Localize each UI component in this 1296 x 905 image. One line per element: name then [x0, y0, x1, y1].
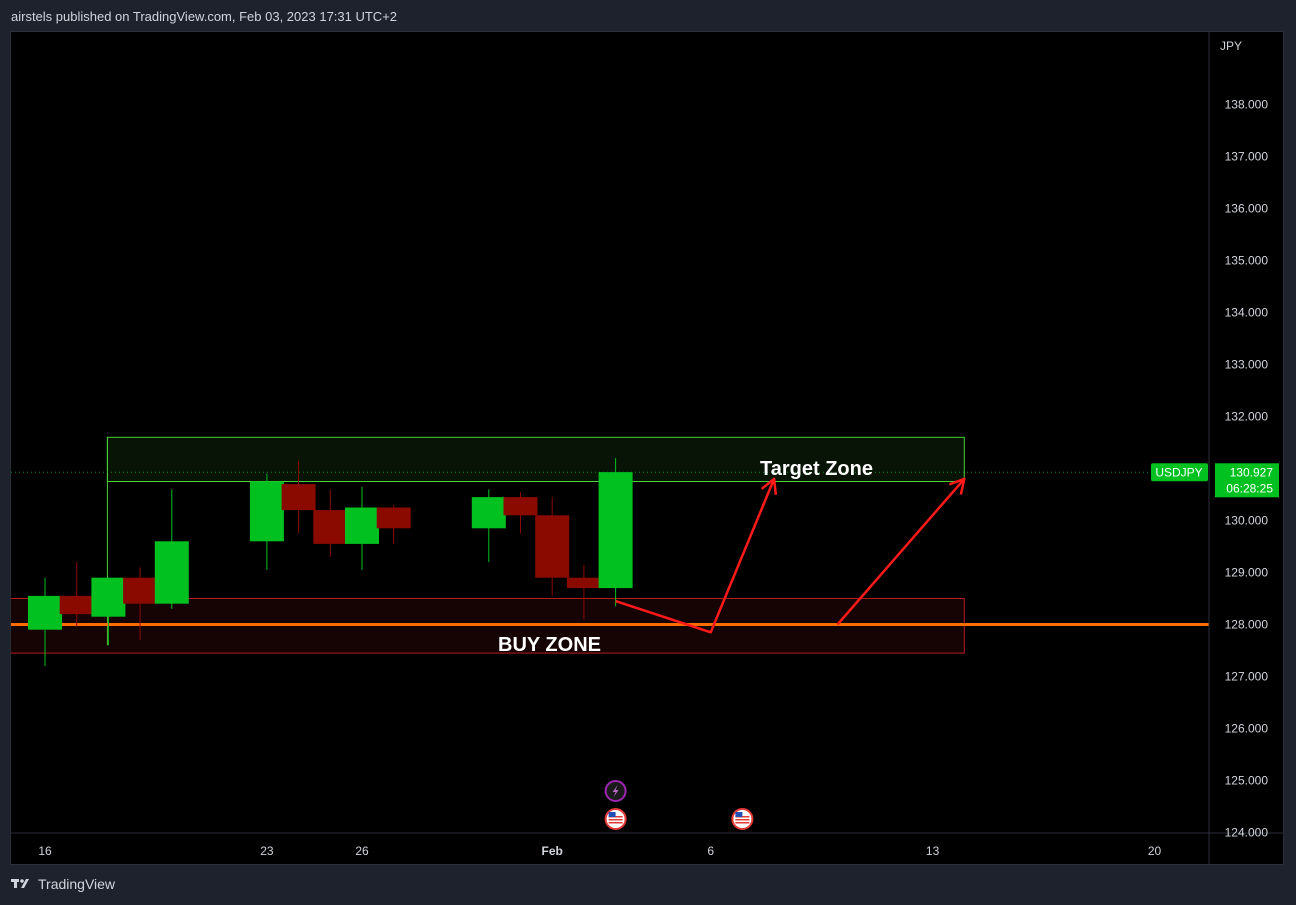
currency-label: JPY — [1220, 39, 1242, 53]
candle-body — [471, 497, 506, 529]
candle[interactable] — [281, 460, 316, 534]
candle-body — [535, 515, 570, 578]
lightning-icon[interactable] — [604, 780, 627, 802]
x-tick-label: 20 — [1148, 844, 1162, 858]
candle-body — [281, 484, 316, 511]
y-tick-label: 129.000 — [1225, 566, 1269, 580]
candle-body — [503, 497, 538, 516]
candle-body — [345, 507, 379, 544]
candle-body — [598, 472, 633, 589]
x-tick-label: Feb — [542, 844, 563, 858]
symbol-tag[interactable] — [1151, 463, 1208, 482]
flag-stripe — [608, 822, 623, 824]
candle[interactable] — [345, 486, 379, 570]
y-tick-label: 128.000 — [1225, 618, 1269, 632]
footer-brand: TradingView — [38, 876, 116, 892]
candle[interactable] — [566, 564, 601, 620]
flag-stripe — [735, 819, 750, 821]
candle[interactable] — [471, 489, 506, 563]
last-price-tag[interactable] — [1215, 463, 1279, 498]
arrow-head-icon — [948, 477, 966, 495]
x-tick-label: 23 — [260, 844, 274, 858]
y-tick-label: 132.000 — [1225, 410, 1269, 424]
buy-zone-label: BUY ZONE — [498, 634, 601, 656]
x-tick-label: 6 — [707, 844, 714, 858]
footer: TradingView — [11, 876, 115, 892]
plot-area[interactable] — [0, 436, 1209, 667]
y-tick-label: 136.000 — [1225, 202, 1269, 216]
candle[interactable] — [598, 458, 633, 607]
flag-canton — [735, 812, 743, 817]
y-tick-label: 126.000 — [1225, 722, 1269, 736]
target-zone-rect — [106, 436, 965, 482]
y-tick-label: 130.000 — [1225, 514, 1269, 528]
y-tick-label: 124.000 — [1225, 826, 1269, 840]
projection-arrow-2 — [836, 478, 966, 626]
candle-body — [376, 507, 411, 529]
publish-info: airstels published on TradingView.com, F… — [11, 9, 398, 24]
projection-arrow-1 — [615, 478, 776, 634]
candle[interactable] — [313, 489, 348, 557]
flag-stripe — [735, 822, 750, 824]
candle[interactable] — [154, 489, 189, 609]
candle-body — [59, 595, 94, 615]
candle[interactable] — [28, 577, 62, 667]
candle[interactable] — [376, 504, 411, 544]
us-flag-icon[interactable] — [731, 808, 754, 830]
tradingview-logo-icon — [11, 876, 33, 892]
y-tick-label: 125.000 — [1225, 774, 1269, 788]
candle[interactable] — [535, 497, 570, 596]
candle-body — [28, 595, 62, 630]
candle[interactable] — [91, 577, 126, 646]
flag-canton — [608, 812, 616, 817]
price-axis-top-mask — [1210, 32, 1283, 60]
candle-body — [154, 541, 189, 604]
y-tick-label: 138.000 — [1225, 98, 1269, 112]
last-price-label: 130.927 — [1230, 465, 1274, 479]
candle[interactable] — [503, 491, 538, 534]
y-tick-label: 127.000 — [1225, 670, 1269, 684]
arrow-head-icon — [760, 477, 778, 495]
candle-body — [91, 577, 126, 617]
lightning-glyph — [612, 785, 619, 797]
x-tick-label: 13 — [926, 844, 940, 858]
y-tick-label: 134.000 — [1225, 306, 1269, 320]
candle-body — [123, 577, 158, 604]
candle-body — [249, 481, 284, 542]
y-tick-label: 135.000 — [1225, 254, 1269, 268]
candle-body — [566, 577, 601, 589]
target-zone-label: Target Zone — [760, 458, 873, 480]
y-tick-label: 133.000 — [1225, 358, 1269, 372]
chart-frame[interactable] — [10, 31, 1284, 865]
x-tick-label: 16 — [38, 844, 52, 858]
us-flag-icon[interactable] — [604, 808, 627, 830]
symbol-tag-label: USDJPY — [1155, 465, 1202, 479]
y-tick-label: 137.000 — [1225, 150, 1269, 164]
candle[interactable] — [123, 567, 158, 641]
candle[interactable] — [249, 473, 284, 570]
candle-body — [313, 510, 348, 544]
candle[interactable] — [59, 562, 94, 628]
x-tick-label: 26 — [355, 844, 369, 858]
countdown-label: 06:28:25 — [1226, 481, 1273, 495]
flag-stripe — [608, 819, 623, 821]
